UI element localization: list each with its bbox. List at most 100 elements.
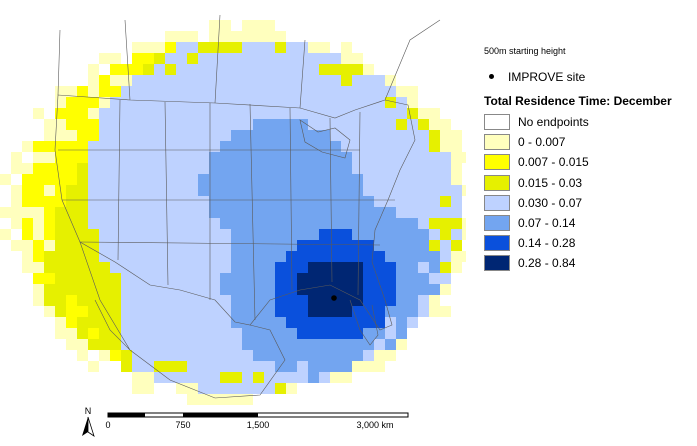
grid-cell: [231, 394, 242, 405]
legend-swatch: [484, 215, 510, 231]
grid-cell: [319, 240, 330, 251]
grid-cell: [121, 306, 132, 317]
grid-cell: [198, 339, 209, 350]
grid-cell: [308, 108, 319, 119]
grid-cell: [44, 262, 55, 273]
legend-swatch: [484, 174, 510, 191]
grid-cell: [407, 240, 418, 251]
grid-cell: [275, 350, 286, 361]
grid-cell: [44, 141, 55, 152]
grid-cell: [275, 86, 286, 97]
grid-cell: [462, 218, 466, 229]
grid-cell: [418, 174, 429, 185]
grid-cell: [286, 339, 297, 350]
grid-cell: [286, 53, 297, 64]
grid-cell: [66, 240, 77, 251]
grid-cell: [55, 218, 66, 229]
grid-cell: [385, 273, 396, 284]
grid-cell: [363, 240, 374, 251]
grid-cell: [275, 141, 286, 152]
grid-cell: [286, 196, 297, 207]
grid-cell: [154, 295, 165, 306]
grid-cell: [176, 350, 187, 361]
grid-cell: [242, 350, 253, 361]
grid-cell: [44, 284, 55, 295]
grid-cell: [143, 284, 154, 295]
grid-cell: [297, 350, 308, 361]
grid-cell: [209, 64, 220, 75]
grid-cell: [363, 317, 374, 328]
grid-cell: [176, 119, 187, 130]
grid-cell: [209, 141, 220, 152]
grid-cell: [396, 207, 407, 218]
grid-cell: [275, 262, 286, 273]
grid-cell: [242, 42, 253, 53]
grid-cell: [385, 229, 396, 240]
grid-cell: [319, 86, 330, 97]
grid-cell: [242, 64, 253, 75]
grid-cell: [99, 152, 110, 163]
grid-cell: [308, 273, 319, 284]
grid-cell: [220, 361, 231, 372]
grid-cell: [209, 339, 220, 350]
grid-cell: [253, 75, 264, 86]
grid-cell: [143, 251, 154, 262]
grid-cell: [319, 273, 330, 284]
grid-cell: [22, 251, 33, 262]
grid-cell: [110, 306, 121, 317]
grid-cell: [77, 284, 88, 295]
grid-cell: [385, 328, 396, 339]
grid-cell: [143, 119, 154, 130]
grid-cell: [440, 207, 451, 218]
grid-cell: [209, 152, 220, 163]
grid-cell: [352, 350, 363, 361]
grid-cell: [242, 317, 253, 328]
grid-cell: [99, 240, 110, 251]
grid-cell: [187, 273, 198, 284]
grid-cell: [77, 229, 88, 240]
grid-cell: [132, 119, 143, 130]
grid-cell: [187, 394, 198, 405]
grid-cell: [242, 383, 253, 394]
grid-cell: [264, 207, 275, 218]
grid-cell: [176, 141, 187, 152]
grid-cell: [385, 350, 396, 361]
grid-cell: [187, 328, 198, 339]
grid-cell: [253, 42, 264, 53]
grid-cell: [66, 163, 77, 174]
grid-cell: [341, 64, 352, 75]
grid-cell: [264, 262, 275, 273]
grid-cell: [209, 306, 220, 317]
grid-cell: [242, 31, 253, 42]
grid-cell: [198, 306, 209, 317]
grid-cell: [132, 262, 143, 273]
grid-cell: [198, 295, 209, 306]
grid-cell: [253, 251, 264, 262]
grid-cell: [308, 130, 319, 141]
grid-cell: [407, 251, 418, 262]
grid-cell: [154, 53, 165, 64]
grid-cell: [209, 119, 220, 130]
grid-cell: [187, 306, 198, 317]
grid-cell: [352, 251, 363, 262]
boundary-line: [58, 149, 395, 246]
grid-cell: [231, 196, 242, 207]
grid-cell: [143, 75, 154, 86]
grid-cell: [462, 251, 466, 262]
grid-cell: [143, 240, 154, 251]
grid-cell: [132, 207, 143, 218]
grid-cell: [308, 97, 319, 108]
grid-cell: [55, 306, 66, 317]
grid-cell: [209, 361, 220, 372]
grid-cell: [55, 328, 66, 339]
grid-cell: [132, 361, 143, 372]
grid-cell: [451, 262, 462, 273]
grid-cell: [363, 119, 374, 130]
grid-cell: [209, 130, 220, 141]
grid-cell: [198, 372, 209, 383]
grid-cell: [165, 86, 176, 97]
improve-site-marker: [331, 295, 337, 301]
grid-cell: [297, 130, 308, 141]
grid-cell: [154, 339, 165, 350]
grid-cell: [330, 130, 341, 141]
